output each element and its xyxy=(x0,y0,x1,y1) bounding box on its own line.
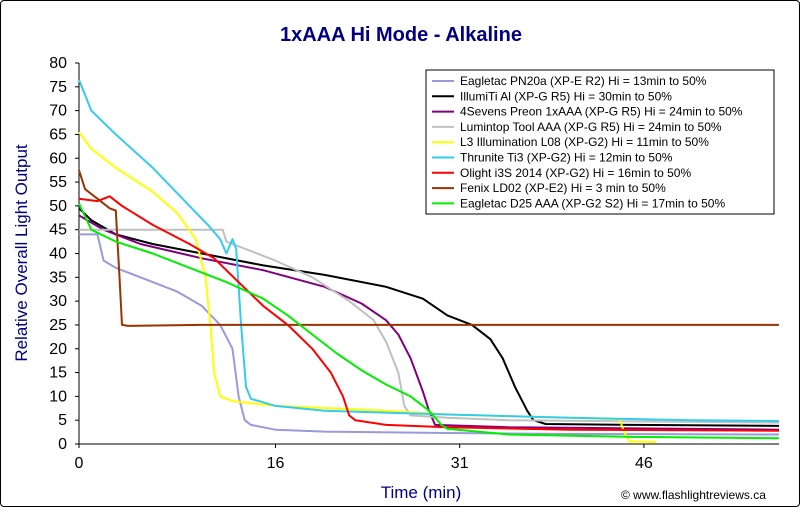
legend-entry: Olight i3S 2014 (XP-G2) Hi = 16min to 50… xyxy=(460,166,691,180)
y-tick-label: 80 xyxy=(49,55,67,72)
y-axis-label: Relative Overall Light Output xyxy=(12,144,31,362)
legend: Eagletac PN20a (XP-E R2) Hi = 13min to 5… xyxy=(425,69,775,215)
y-tick-label: 35 xyxy=(49,269,67,286)
x-axis-label: Time (min) xyxy=(381,483,462,502)
y-tick-label: 30 xyxy=(49,293,67,310)
y-tick-label: 50 xyxy=(49,198,67,215)
y-tick-label: 5 xyxy=(58,412,67,429)
y-tick-label: 65 xyxy=(49,126,67,143)
series-line-6 xyxy=(78,79,780,423)
y-tick-label: 15 xyxy=(49,365,67,382)
y-axis-ticks: 0 5 10 15 20 25 30 35 40 45 50 55 60 65 70 75 80 xyxy=(49,55,79,453)
y-tick-label: 75 xyxy=(49,79,67,96)
y-tick-label: 0 xyxy=(58,436,67,453)
series-line-9 xyxy=(78,203,780,440)
y-tick-label: 70 xyxy=(49,103,67,120)
legend-entry: Eagletac D25 AAA (XP-G2 S2) Hi = 17min t… xyxy=(460,196,725,210)
legend-entry: Lumintop Tool AAA (XP-G R5) Hi = 24min t… xyxy=(460,120,722,134)
legend-entry: Thrunite Ti3 (XP-G2) Hi = 12min to 50% xyxy=(460,151,673,165)
x-tick-label: 46 xyxy=(635,455,653,472)
legend-box xyxy=(425,69,775,215)
x-axis-ticks: 0 16 31 46 xyxy=(75,444,653,472)
credit-text: © www.flashlightreviews.ca xyxy=(621,488,766,502)
legend-entry: Eagletac PN20a (XP-E R2) Hi = 13min to 5… xyxy=(460,74,707,88)
x-tick-label: 16 xyxy=(267,455,285,472)
legend-entry: Fenix LD02 (XP-E2) Hi = 3 min to 50% xyxy=(460,181,666,195)
y-tick-label: 25 xyxy=(49,317,67,334)
x-tick-label: 0 xyxy=(75,455,84,472)
series-line-1 xyxy=(79,233,780,436)
legend-entry: IllumiTi Al (XP-G R5) Hi = 30min to 50% xyxy=(460,89,672,103)
series-line-3 xyxy=(78,214,780,431)
y-tick-label: 40 xyxy=(49,246,67,263)
chart-title: 1xAAA Hi Mode - Alkaline xyxy=(280,24,522,46)
series-line-8 xyxy=(78,169,779,327)
y-tick-label: 45 xyxy=(49,222,67,239)
legend-entry: L3 Illumination L08 (XP-G2) Hi = 11min t… xyxy=(460,135,709,149)
legend-entry: 4Sevens Preon 1xAAA (XP-G R5) Hi = 24min… xyxy=(460,105,743,119)
x-tick-label: 31 xyxy=(451,455,469,472)
y-tick-label: 55 xyxy=(49,174,67,191)
y-tick-label: 20 xyxy=(49,341,67,358)
y-tick-label: 10 xyxy=(49,388,67,405)
y-tick-label: 60 xyxy=(49,150,67,167)
series-line-4 xyxy=(79,228,780,424)
